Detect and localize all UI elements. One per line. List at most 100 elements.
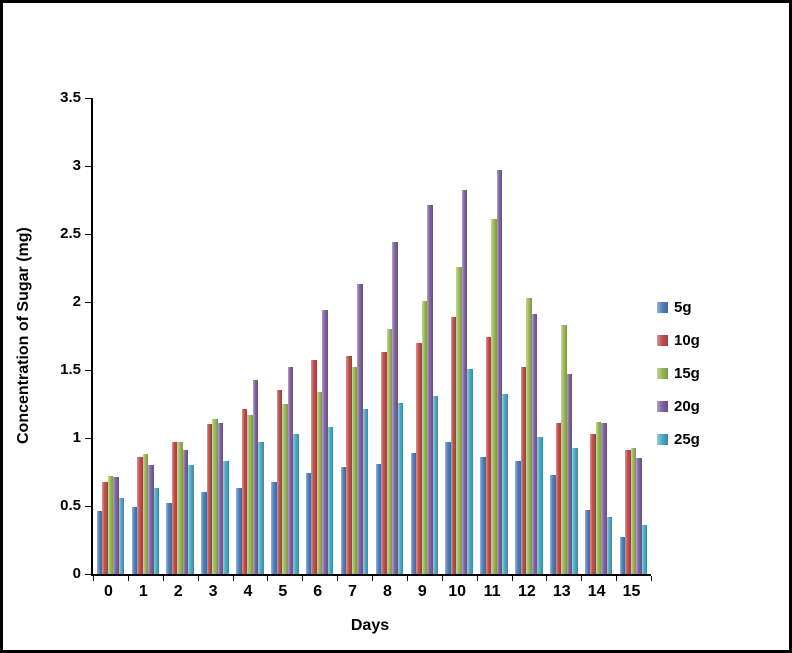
- bar-20g-day-9: [427, 205, 433, 574]
- bar-group-day-0: [93, 98, 128, 574]
- bar-20g-day-2: [182, 450, 189, 574]
- legend-item-5g: 5g: [657, 297, 700, 318]
- bar-20g-day-14: [601, 423, 607, 574]
- bar-10g-day-3: [206, 424, 213, 574]
- bar-10g-day-1: [137, 457, 143, 574]
- bar-20g-day-5: [287, 367, 294, 574]
- bar-20g-day-1: [148, 465, 154, 574]
- bar-15g-day-3: [212, 418, 218, 574]
- x-tick-label-11: 11: [483, 583, 501, 600]
- legend-marker-icon: [657, 434, 668, 445]
- bar-25g-day-15: [641, 525, 648, 574]
- x-tick-label-5: 5: [278, 583, 288, 600]
- bar-group-day-9: [407, 98, 442, 574]
- x-tick-mark: [581, 576, 583, 581]
- x-tick-mark: [546, 576, 548, 581]
- bar-15g-day-11: [491, 219, 497, 574]
- bar-15g-day-0: [107, 476, 114, 574]
- bar-25g-day-6: [327, 427, 334, 574]
- legend-item-10g: 10g: [657, 330, 700, 351]
- bar-20g-day-12: [531, 314, 538, 574]
- legend-item-25g: 25g: [657, 429, 700, 450]
- x-tick-label-15: 15: [622, 583, 641, 600]
- y-tick-label-2: 2: [72, 293, 81, 310]
- y-tick-label-3.5: 3.5: [60, 89, 81, 106]
- y-tick-label-2.5: 2.5: [60, 225, 81, 242]
- bar-5g-day-3: [201, 492, 207, 574]
- bar-group-day-15: [616, 98, 651, 574]
- bar-25g-day-7: [362, 409, 369, 574]
- bar-group-day-1: [128, 98, 163, 574]
- bar-5g-day-12: [515, 461, 521, 574]
- bar-group-day-6: [302, 98, 337, 574]
- bar-10g-day-15: [625, 450, 631, 574]
- bar-group-day-14: [581, 98, 616, 574]
- legend-label: 20g: [674, 398, 700, 415]
- bar-20g-day-0: [113, 477, 119, 574]
- bar-15g-day-1: [142, 454, 149, 574]
- x-tick-mark: [337, 576, 339, 581]
- legend-item-20g: 20g: [657, 396, 700, 417]
- bar-5g-day-14: [584, 510, 591, 574]
- bar-15g-day-15: [630, 447, 637, 574]
- bar-25g-day-12: [537, 436, 543, 574]
- bar-5g-day-8: [375, 463, 382, 574]
- x-tick-mark: [197, 576, 199, 581]
- bar-20g-day-13: [566, 374, 573, 574]
- bar-15g-day-8: [386, 329, 393, 574]
- y-tick-mark: [85, 302, 91, 303]
- x-tick-label-9: 9: [417, 583, 427, 600]
- x-tick-label-13: 13: [552, 583, 571, 600]
- bar-10g-day-11: [485, 337, 492, 574]
- y-tick-label-0.5: 0.5: [60, 497, 81, 514]
- y-tick-label-1: 1: [72, 429, 81, 446]
- bar-25g-day-2: [188, 465, 194, 574]
- bar-5g-day-0: [96, 511, 103, 574]
- bar-10g-day-4: [241, 409, 248, 574]
- bar-25g-day-1: [153, 488, 160, 574]
- bar-20g-day-8: [392, 242, 398, 574]
- bar-5g-day-5: [271, 481, 277, 574]
- legend-marker-icon: [657, 368, 668, 379]
- bar-group-day-3: [198, 98, 233, 574]
- bar-group-day-7: [337, 98, 372, 574]
- bar-15g-day-10: [456, 266, 462, 574]
- legend-marker-icon: [657, 335, 668, 346]
- bar-15g-day-5: [282, 404, 288, 574]
- bar-15g-day-14: [595, 421, 602, 574]
- y-tick-mark: [85, 438, 91, 439]
- x-axis-labels: 0 1 2 3 4 5 6 7 8 9 10 11 12 13 14 15: [91, 583, 649, 601]
- x-tick-mark: [511, 576, 513, 581]
- bar-group-day-13: [546, 98, 581, 574]
- bar-20g-day-4: [252, 379, 259, 574]
- bar-25g-day-5: [293, 433, 299, 574]
- legend: 5g 10g 15g 20g 25g: [657, 297, 700, 462]
- bar-10g-day-10: [450, 316, 457, 574]
- x-tick-label-10: 10: [448, 583, 467, 600]
- legend-label: 10g: [674, 332, 700, 349]
- y-tick-mark: [85, 574, 91, 575]
- y-tick-mark: [85, 166, 91, 167]
- x-tick-label-8: 8: [382, 583, 392, 600]
- legend-label: 15g: [674, 365, 700, 382]
- bar-25g-day-13: [572, 447, 578, 574]
- bar-20g-day-6: [322, 310, 328, 574]
- bar-20g-day-3: [217, 423, 224, 574]
- bar-10g-day-13: [555, 423, 562, 574]
- bar-group-day-4: [233, 98, 268, 574]
- x-tick-mark: [406, 576, 408, 581]
- y-tick-label-3: 3: [72, 157, 81, 174]
- x-tick-mark: [162, 576, 164, 581]
- bar-group-day-2: [163, 98, 198, 574]
- bar-10g-day-8: [381, 352, 387, 574]
- y-tick-mark: [85, 98, 91, 99]
- y-tick-mark: [85, 370, 91, 371]
- legend-label: 5g: [674, 299, 692, 316]
- x-tick-label-3: 3: [208, 583, 218, 600]
- bar-25g-day-0: [118, 497, 125, 574]
- bar-5g-day-1: [131, 507, 138, 574]
- bar-group-day-5: [267, 98, 302, 574]
- legend-label: 25g: [674, 431, 700, 448]
- bar-20g-day-11: [496, 170, 503, 574]
- bar-20g-day-15: [636, 458, 642, 574]
